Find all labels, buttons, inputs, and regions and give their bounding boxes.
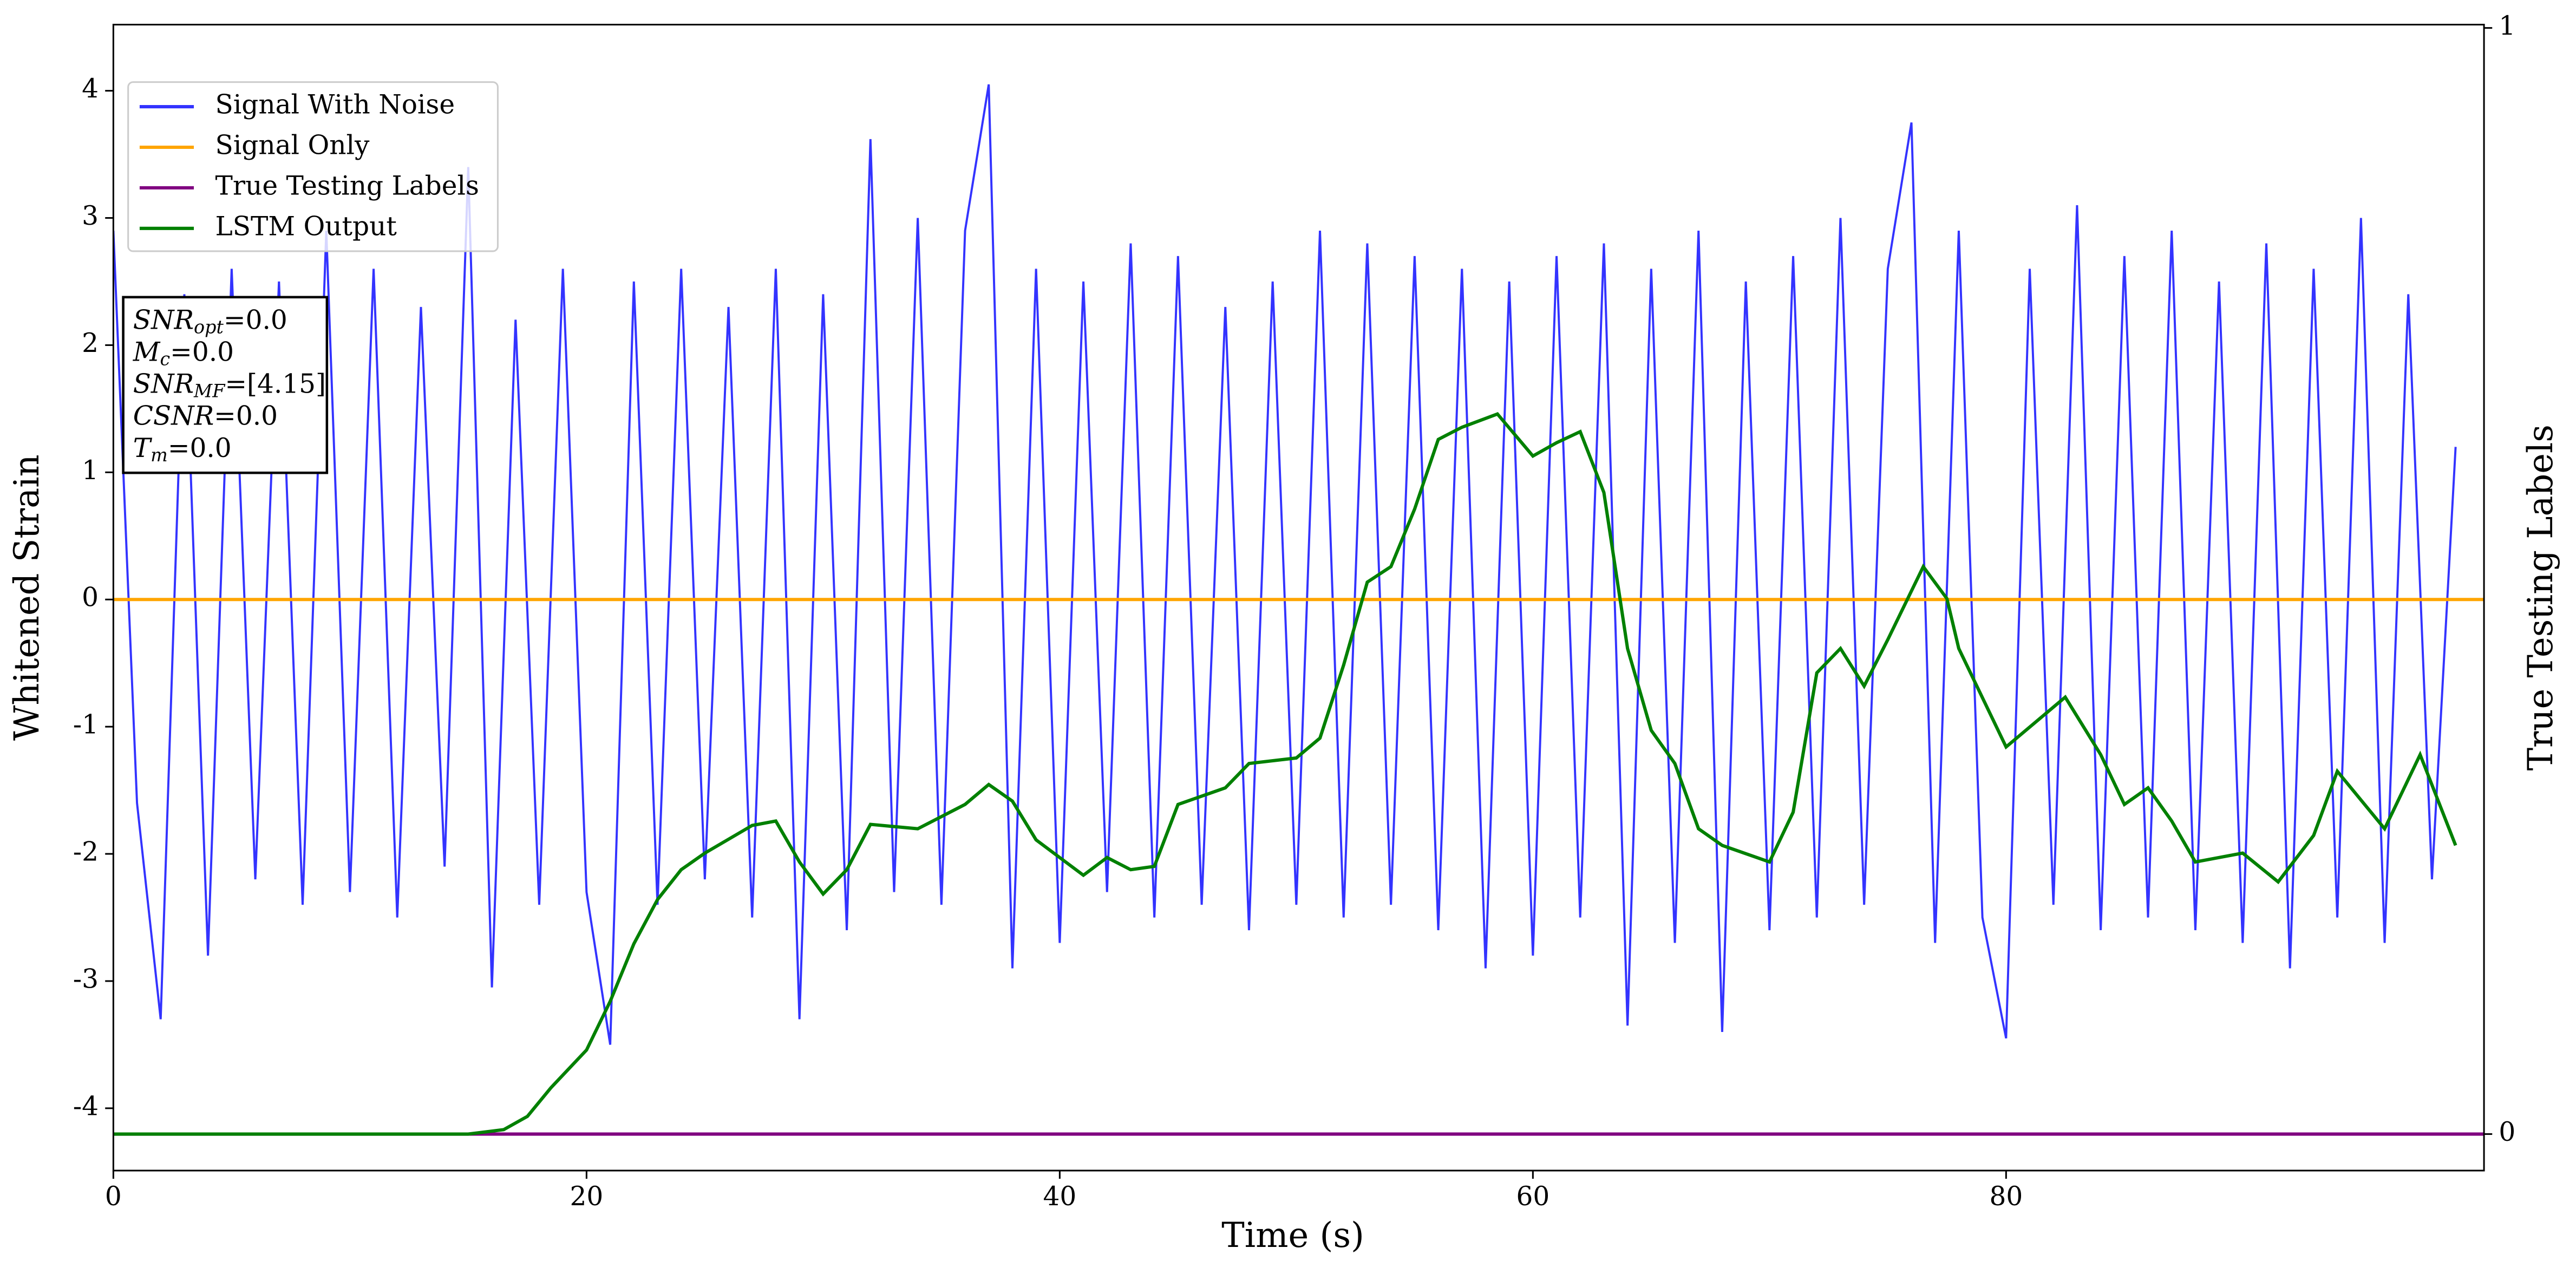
- annotation-text: Mc=0.0: [133, 337, 234, 370]
- y-tick-label: -3: [73, 964, 99, 994]
- y-tick-label: -4: [73, 1091, 99, 1121]
- annotation-text: SNRMF=[4.15]: [133, 369, 326, 402]
- x-tick-label: 80: [1989, 1181, 2023, 1212]
- annotation-value: =0.0: [168, 433, 232, 463]
- annotation-value: =0.0: [170, 337, 234, 367]
- y2-tick-label: 1: [2499, 11, 2515, 41]
- annotation-base: T: [133, 433, 153, 463]
- y-tick-label: -1: [73, 710, 99, 740]
- y2-tick-label: 0: [2499, 1117, 2515, 1147]
- annotation-sub: m: [151, 445, 168, 466]
- series-line: [113, 412, 2457, 1136]
- y-tick-label: 2: [82, 328, 99, 358]
- annotation-sub: MF: [193, 381, 226, 402]
- annotation-base: M: [133, 337, 161, 367]
- annotation-sub: c: [160, 349, 170, 370]
- x-axis-label: Time (s): [1221, 1216, 1364, 1256]
- annotation-base: SNR: [133, 369, 194, 399]
- x-tick-label: 20: [570, 1181, 603, 1212]
- x-tick-label: 40: [1043, 1181, 1076, 1212]
- y-tick-label: 1: [82, 455, 99, 486]
- annotation-text: CSNR=0.0: [133, 401, 278, 431]
- plot-frame: [112, 23, 2485, 1172]
- series-line: [113, 84, 2457, 1045]
- annotation-box: [122, 296, 329, 474]
- annotation-text: Tm=0.0: [133, 433, 232, 466]
- y-axis-label: Whitened Strain: [7, 454, 47, 741]
- annotation-base: SNR: [133, 305, 194, 335]
- x-tick-label: 60: [1516, 1181, 1549, 1212]
- annotation-value: =0.0: [214, 401, 278, 431]
- y2-axis-label: True Testing Labels: [2521, 424, 2561, 770]
- y-tick-label: 4: [82, 74, 99, 104]
- legend: Signal With Noise Signal Only True Testing…: [127, 81, 499, 252]
- annotation-value: =0.0: [224, 305, 287, 335]
- legend-label: True Testing Labels: [215, 171, 479, 201]
- annotation-sub: opt: [194, 316, 224, 337]
- legend-label: Signal With Noise: [215, 90, 455, 120]
- annotation-text: SNRopt=0.0: [133, 305, 287, 338]
- annotation-value: =[4.15]: [225, 369, 326, 399]
- y-tick-label: -2: [73, 837, 99, 867]
- annotation-base: CSNR: [133, 401, 214, 431]
- x-tick-label: 0: [105, 1181, 122, 1212]
- legend-label: Signal Only: [215, 130, 370, 161]
- y-tick-label: 0: [82, 583, 99, 613]
- annotation: SNRopt=0.0Mc=0.0SNRMF=[4.15]CSNR=0.0Tm=0…: [122, 296, 329, 474]
- legend-label: LSTM Output: [215, 211, 397, 241]
- legend-box: [127, 81, 499, 252]
- y-tick-label: 3: [82, 201, 99, 231]
